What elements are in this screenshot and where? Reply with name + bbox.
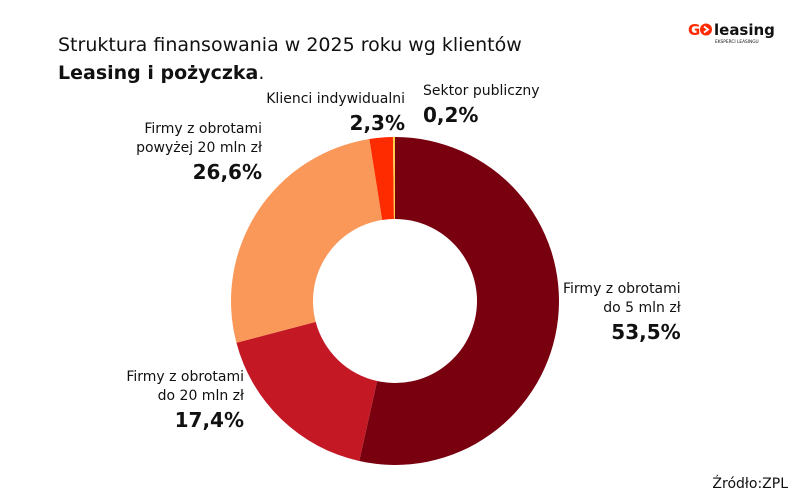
label-text: Klienci indywidualni	[266, 91, 405, 107]
label-text: Firmy z obrotami	[144, 121, 262, 137]
label-text: powyżej 20 mln zł	[136, 140, 262, 156]
label-do-5-mln: Firmy z obrotami do 5 mln zł 53,5%	[563, 280, 681, 346]
value-label: 53,5%	[611, 320, 681, 344]
svg-text:leasing: leasing	[714, 21, 775, 39]
label-powyzej-20-mln: Firmy z obrotami powyżej 20 mln zł 26,6%	[136, 120, 262, 186]
goleasing-logo: G leasing EKSPERCI LEASINGU	[688, 21, 775, 45]
value-label: 17,4%	[174, 408, 244, 432]
value-label: 26,6%	[192, 160, 262, 184]
chart-title: Struktura finansowania w 2025 roku wg kl…	[58, 31, 522, 87]
donut-slice-1	[359, 137, 559, 465]
source-note: Źródło:ZPL	[712, 476, 788, 492]
donut-slice-3	[231, 139, 383, 343]
label-text: Firmy z obrotami	[126, 369, 244, 385]
svg-text:G: G	[688, 21, 700, 39]
donut-slice-2	[236, 321, 378, 462]
title-suffix: .	[258, 62, 265, 84]
value-label: 2,3%	[349, 111, 405, 135]
donut-slice-4	[369, 137, 394, 221]
label-text: Firmy z obrotami	[563, 281, 681, 297]
svg-text:EKSPERCI LEASINGU: EKSPERCI LEASINGU	[715, 39, 759, 45]
label-text: do 20 mln zł	[157, 388, 244, 404]
value-label: 0,2%	[423, 103, 479, 127]
label-text: Sektor publiczny	[423, 83, 540, 99]
donut-slice-5	[392, 137, 395, 220]
title-bold: Leasing i pożyczka	[58, 62, 259, 84]
label-klienci-indywidualni: Klienci indywidualni 2,3%	[266, 90, 405, 137]
label-text: do 5 mln zł	[603, 300, 681, 316]
label-do-20-mln: Firmy z obrotami do 20 mln zł 17,4%	[126, 368, 244, 434]
title-line-1: Struktura finansowania w 2025 roku wg kl…	[58, 34, 522, 56]
label-sektor-publiczny: Sektor publiczny 0,2%	[423, 82, 540, 129]
